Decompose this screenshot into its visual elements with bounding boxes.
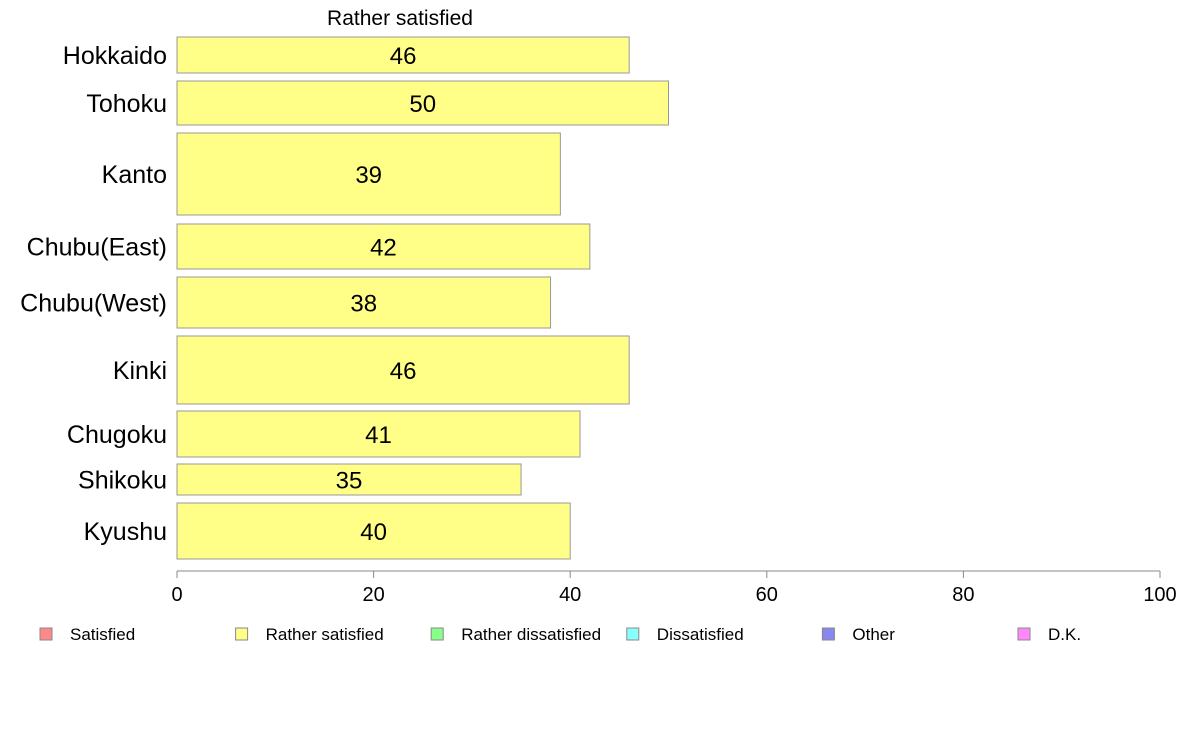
legend: Satisfied Rather satisfied Rather dissatis… bbox=[39, 625, 1081, 644]
category-label: Chugoku bbox=[67, 421, 167, 449]
category-label: Hokkaido bbox=[63, 42, 167, 70]
value-label: 42 bbox=[370, 235, 397, 262]
legend-swatch bbox=[430, 627, 444, 641]
bar-chubu-east- bbox=[176, 223, 591, 270]
legend-label: Rather satisfied bbox=[266, 625, 384, 644]
category-label: Tohoku bbox=[86, 90, 167, 118]
legend-label: Satisfied bbox=[70, 625, 135, 644]
category-label: Shikoku bbox=[78, 467, 167, 495]
bar-chugoku bbox=[176, 410, 581, 458]
bar-tohoku bbox=[176, 80, 669, 126]
bar-shikoku bbox=[176, 463, 522, 496]
x-tick-label: 80 bbox=[952, 584, 974, 606]
bar-kanto bbox=[176, 132, 561, 216]
legend-label: Rather dissatisfied bbox=[461, 625, 601, 644]
category-label: Kinki bbox=[113, 357, 167, 385]
x-tick-label: 100 bbox=[1143, 584, 1176, 606]
bar-chubu-west- bbox=[176, 276, 552, 329]
value-label: 41 bbox=[365, 422, 392, 449]
x-tick-label: 20 bbox=[362, 584, 384, 606]
legend-swatch bbox=[39, 627, 53, 641]
value-label: 35 bbox=[336, 468, 363, 495]
chart-title: Rather satisfied bbox=[327, 7, 473, 30]
legend-label: D.K. bbox=[1048, 625, 1081, 644]
legend-swatch bbox=[626, 627, 640, 641]
value-label: 46 bbox=[390, 358, 417, 385]
legend-label: Other bbox=[852, 625, 895, 644]
category-label: Chubu(West) bbox=[20, 290, 167, 318]
value-label: 40 bbox=[360, 519, 387, 546]
value-label: 38 bbox=[350, 291, 377, 318]
bar-kinki bbox=[176, 335, 630, 405]
bars-group: Hokkaido 46 Tohoku 50 Kanto 39 Chubu(East) 42 Ch… bbox=[20, 36, 669, 560]
x-axis: 0 20 40 60 80 100 bbox=[171, 570, 1177, 606]
x-tick-label: 60 bbox=[756, 584, 778, 606]
legend-label: Dissatisfied bbox=[657, 625, 744, 644]
value-label: 46 bbox=[390, 43, 417, 70]
category-label: Kanto bbox=[102, 161, 167, 189]
legend-swatch bbox=[235, 627, 249, 641]
category-label: Chubu(East) bbox=[27, 234, 167, 262]
bar-kyushu bbox=[176, 502, 571, 560]
value-label: 50 bbox=[409, 91, 436, 118]
value-label: 39 bbox=[355, 162, 382, 189]
x-tick-label: 0 bbox=[171, 584, 182, 606]
category-label: Kyushu bbox=[84, 518, 167, 546]
x-tick-label: 40 bbox=[559, 584, 581, 606]
legend-swatch bbox=[1017, 627, 1031, 641]
bar-hokkaido bbox=[176, 36, 630, 74]
legend-swatch bbox=[821, 627, 835, 641]
